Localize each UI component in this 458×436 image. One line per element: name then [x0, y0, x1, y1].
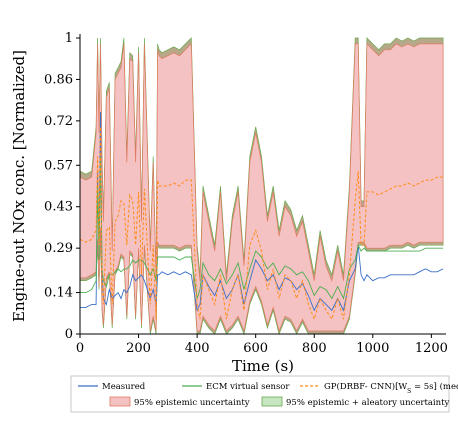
legend-label-gp: GP(DRBF- CNN)[WS = 5s] (median) — [324, 381, 458, 395]
legend-label-measured: Measured — [102, 382, 146, 392]
plot-area — [79, 37, 444, 336]
y-tick-label: 0.29 — [44, 241, 73, 256]
uncertainty-bands — [79, 37, 444, 336]
legend-label-ecm: ECM virtual sensor — [206, 382, 290, 392]
legend: Measured ECM virtual sensor GP(DRBF- CNN)[… — [70, 375, 458, 413]
legend-label-epistemic: 95% epistemic uncertainty — [134, 398, 250, 408]
x-tick-label: 1000 — [356, 341, 389, 356]
y-tick-label: 0.14 — [44, 286, 73, 301]
y-ticks: 0 0.14 0.29 0.43 0.57 0.72 0.86 1 — [44, 31, 80, 342]
gp-series-line — [79, 126, 444, 321]
x-tick-label: 0 — [76, 341, 84, 356]
x-ticks: 0 200 400 600 800 1000 1200 — [76, 334, 448, 356]
epistemic-uncertainty-band — [79, 43, 444, 333]
legend-swatch-epistemic — [109, 396, 131, 407]
ecm-series-line — [80, 156, 444, 300]
legend-item-measured: Measured — [78, 382, 146, 392]
x-tick-label: 800 — [302, 341, 327, 356]
y-axis-title: Engine-out NOx conc. [Normalized] — [10, 50, 28, 322]
y-tick-label: 0 — [65, 327, 73, 342]
legend-swatch-aleatory — [261, 396, 283, 407]
axes: 0 0.14 0.29 0.43 0.57 0.72 0.86 1 0 200 400 600 800… — [44, 31, 448, 356]
y-tick-label: 0.86 — [44, 72, 73, 87]
x-axis-title: Time (s) — [232, 357, 294, 375]
y-tick-label: 1 — [65, 31, 73, 46]
y-tick-label: 0.57 — [44, 158, 73, 173]
legend-item-gp: GP(DRBF- CNN)[WS = 5s] (median) — [300, 381, 458, 395]
series-lines — [79, 111, 444, 321]
legend-label-aleatory: 95% epistemic + aleatory uncertainty — [286, 398, 450, 408]
x-tick-label: 1200 — [415, 341, 448, 356]
legend-item-epistemic: 95% epistemic uncertainty — [109, 396, 250, 408]
measured-series-line — [80, 111, 444, 312]
legend-item-ecm: ECM virtual sensor — [182, 382, 290, 392]
x-tick-label: 400 — [185, 341, 210, 356]
x-tick-label: 600 — [243, 341, 268, 356]
legend-box — [70, 375, 450, 413]
x-tick-label: 200 — [126, 341, 151, 356]
y-tick-label: 0.43 — [44, 200, 73, 215]
y-tick-label: 0.72 — [44, 114, 73, 129]
legend-item-aleatory: 95% epistemic + aleatory uncertainty — [261, 396, 450, 408]
